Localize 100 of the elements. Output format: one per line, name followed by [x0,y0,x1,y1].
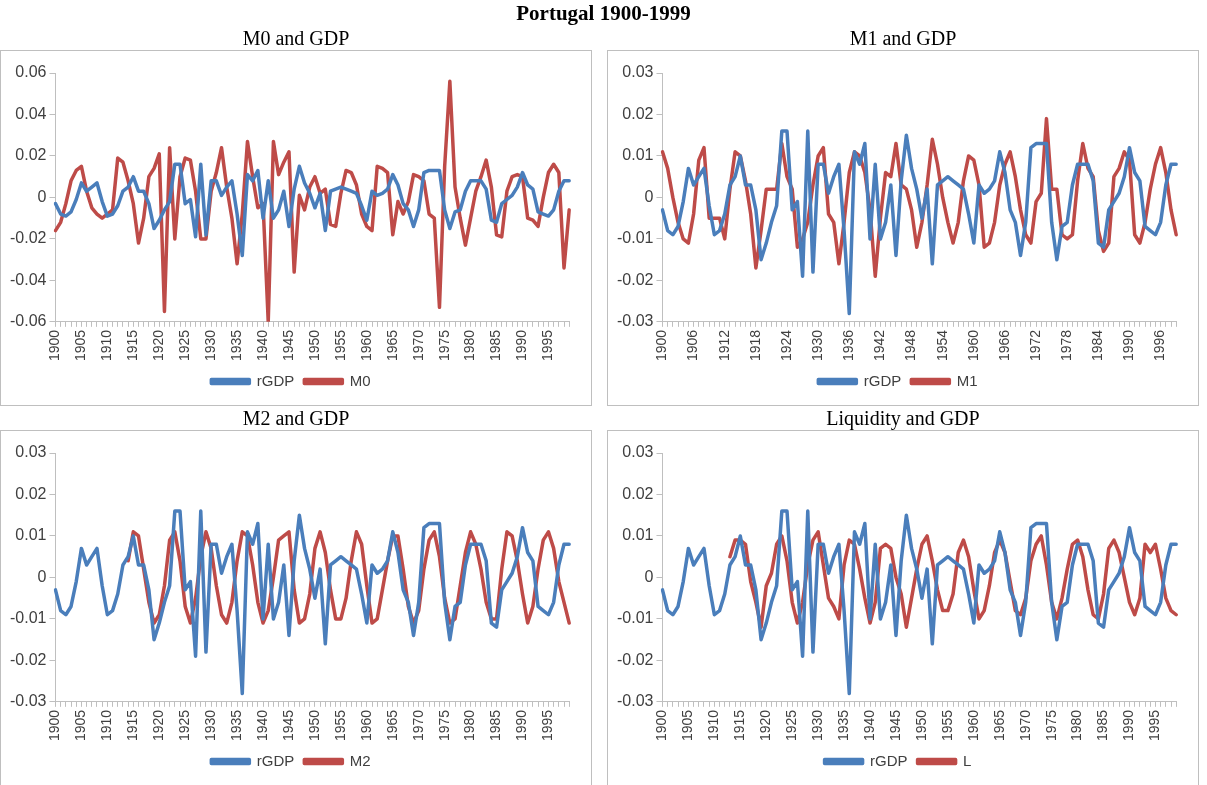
x-tick-label: 1960 [357,329,374,362]
x-tick-label: 1925 [176,709,193,742]
x-tick-label: 1912 [715,329,732,362]
x-tick-label: 1990 [513,329,530,362]
y-tick-label: -0.06 [10,312,47,330]
y-tick-label: -0.03 [10,692,47,710]
y-tick-label: 0.02 [622,104,654,122]
x-tick-label: 1905 [72,329,89,362]
x-tick-label: 1940 [253,709,270,742]
x-tick-label: 1915 [124,329,141,362]
x-tick-label: 1960 [357,709,374,742]
x-tick-label: 1930 [202,329,218,362]
y-tick-label: -0.01 [617,609,654,627]
x-tick-label: 1995 [539,329,556,362]
chart-title: M1 and GDP [848,26,958,50]
x-tick-label: 1945 [886,709,903,742]
legend-label: M2 [349,751,371,769]
x-tick-label: 1985 [1094,709,1111,742]
x-tick-label: 1980 [461,329,478,362]
x-tick-label: 1924 [777,329,794,362]
x-tick-label: 1965 [990,709,1007,742]
x-tick-label: 1935 [227,329,244,362]
y-tick-label: 0 [644,567,654,585]
x-tick-label: 1955 [331,709,348,742]
x-tick-label: 1954 [933,329,950,362]
x-tick-label: 1948 [902,329,919,362]
x-tick-label: 1910 [98,709,115,742]
x-tick-label: 1960 [964,709,981,742]
x-tick-label: 1984 [1089,329,1106,362]
y-tick-label: 0.06 [15,63,47,81]
y-tick-label: 0.01 [622,526,654,544]
x-tick-label: 1900 [46,709,63,742]
chart-title: M2 and GDP [241,406,351,430]
x-tick-label: 1905 [72,709,89,742]
x-tick-label: 1910 [705,709,722,742]
legend-label: rGDP [863,371,902,389]
x-tick-label: 1965 [383,709,400,742]
x-tick-label: 1940 [860,709,877,742]
x-tick-label: 1995 [1146,709,1163,742]
y-tick-label: 0.04 [15,104,47,122]
y-tick-label: -0.02 [617,270,654,288]
y-tick-label: 0 [644,187,654,205]
x-tick-label: 1966 [995,329,1012,362]
y-tick-label: 0 [37,567,47,585]
y-tick-label: -0.01 [10,609,47,627]
x-tick-label: 1936 [840,329,857,362]
legend-label: L [963,751,972,769]
y-tick-label: 0.02 [15,146,47,164]
x-tick-label: 1906 [684,329,701,362]
x-tick-label: 1995 [539,709,556,742]
x-tick-label: 1975 [1042,709,1059,742]
x-tick-label: 1910 [98,329,115,362]
legend-label: M1 [956,371,978,389]
y-tick-label: 0.03 [622,443,654,461]
legend-label: rGDP [256,371,295,389]
y-tick-label: 0.03 [622,63,654,81]
x-tick-label: 1900 [653,329,670,362]
y-tick-label: -0.04 [10,270,47,288]
y-tick-label: 0 [37,187,47,205]
x-tick-label: 1945 [279,709,296,742]
x-tick-label: 1975 [435,329,452,362]
x-tick-label: 1930 [809,709,825,742]
y-tick-label: 0.01 [15,526,47,544]
x-tick-label: 1930 [809,329,825,362]
x-tick-label: 1950 [305,329,322,362]
y-tick-label: -0.03 [617,692,654,710]
x-tick-label: 1900 [46,329,63,362]
x-tick-label: 1978 [1058,329,1075,362]
x-tick-label: 1920 [757,709,774,742]
text: Portugal 1900-1999 [515,0,692,26]
x-tick-label: 1985 [487,329,504,362]
y-tick-label: 0.02 [15,484,47,502]
y-tick-label: -0.03 [617,312,654,330]
x-tick-label: 1990 [1120,709,1137,742]
y-tick-label: 0.01 [622,146,654,164]
y-tick-label: -0.01 [617,229,654,247]
x-tick-label: 1970 [409,329,426,362]
y-tick-label: -0.02 [10,229,47,247]
x-tick-label: 1930 [202,709,218,742]
x-tick-label: 1950 [305,709,322,742]
y-tick-label: -0.02 [617,650,654,668]
x-tick-label: 1920 [150,329,167,362]
chart-title: M0 and GDP [241,26,351,50]
x-tick-label: 1990 [513,709,530,742]
x-tick-label: 1985 [487,709,504,742]
x-tick-label: 1950 [912,709,929,742]
x-tick-label: 1970 [1016,709,1033,742]
x-tick-label: 1972 [1026,329,1043,362]
x-tick-label: 1925 [783,709,800,742]
x-tick-label: 1955 [331,329,348,362]
x-tick-label: 1935 [834,709,851,742]
x-tick-label: 1915 [124,709,141,742]
chart-title: Liquidity and GDP [825,406,981,430]
x-tick-label: 1915 [731,709,748,742]
x-tick-label: 1940 [253,329,270,362]
x-tick-label: 1900 [653,709,670,742]
legend-label: rGDP [870,751,908,769]
x-tick-label: 1965 [383,329,400,362]
x-tick-label: 1925 [176,329,193,362]
y-tick-label: 0.03 [15,443,47,461]
